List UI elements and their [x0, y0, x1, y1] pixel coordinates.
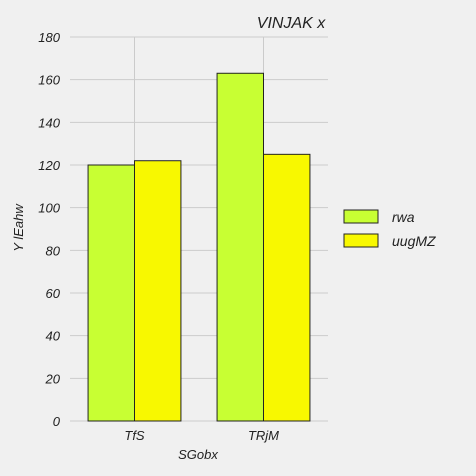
- chart-title: VINJAK x: [257, 15, 326, 32]
- bars: [87, 72, 311, 422]
- x-tick-label: TfS: [124, 428, 145, 443]
- x-tick-labels: TfS TRjM: [124, 428, 279, 443]
- y-tick-label: 120: [38, 158, 60, 173]
- legend-label-uugMZ: uugMZ: [392, 233, 436, 249]
- y-tick-label: 140: [38, 115, 60, 130]
- legend: rwa uugMZ: [343, 209, 436, 249]
- y-tick-label: 180: [38, 30, 60, 45]
- y-tick-labels: 0 20 40 60 80 100 120 140 160 180: [38, 30, 60, 429]
- x-tick-label: TRjM: [248, 428, 279, 443]
- bar-rwa-TfS: [87, 164, 135, 422]
- legend-swatch-uugMZ: [343, 233, 379, 248]
- y-tick-label: 160: [38, 73, 60, 88]
- legend-swatch-rwa: [343, 209, 379, 224]
- y-tick-label: 100: [38, 201, 60, 216]
- y-tick-label: 60: [46, 286, 61, 301]
- y-tick-label: 0: [53, 414, 61, 429]
- bar-uugMZ-TRjM: [263, 153, 311, 422]
- x-axis-label: SGobx: [178, 447, 218, 462]
- bar-uugMZ-TfS: [134, 160, 182, 422]
- legend-label-rwa: rwa: [392, 209, 415, 225]
- bar-rwa-TRjM: [216, 72, 264, 422]
- y-tick-label: 40: [46, 329, 61, 344]
- y-tick-label: 80: [46, 243, 61, 258]
- y-tick-label: 20: [45, 371, 61, 386]
- y-axis-label: Y lEahw: [11, 203, 26, 252]
